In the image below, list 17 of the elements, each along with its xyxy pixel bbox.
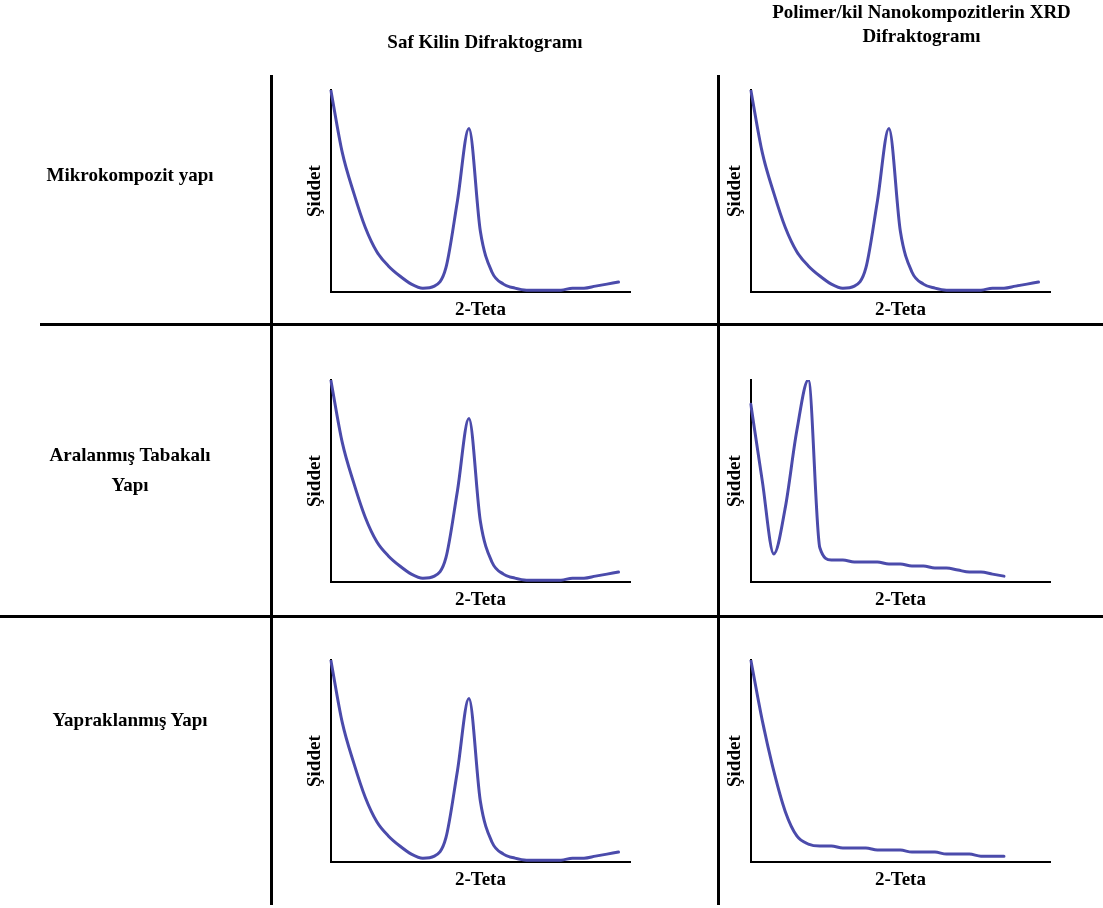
text: Mikrokompozit yapı: [45, 163, 215, 187]
x-axis-title: 2-Teta: [874, 867, 927, 889]
y-axis-title: Şiddet: [723, 164, 745, 217]
text: Yapraklanmış Yapı: [51, 708, 209, 732]
chart-title: Saf Kilin Difraktogramı: [386, 30, 584, 54]
y-axis-title: Şiddet: [303, 454, 325, 507]
x-axis-title: 2-Teta: [454, 867, 507, 889]
text: Aralanmış Tabakalı Yapı: [48, 443, 212, 497]
x-axis-title: 2-Teta: [454, 297, 507, 319]
y-axis-title: Şiddet: [723, 454, 745, 507]
chart-title: Polimer/kil Nanokompozitlerin XRD Difraktogramı: [771, 0, 1072, 48]
x-axis-title: 2-Teta: [874, 587, 927, 609]
x-axis-title: 2-Teta: [454, 587, 507, 609]
x-axis-title: 2-Teta: [874, 297, 927, 319]
y-axis-title: Şiddet: [303, 164, 325, 217]
y-axis-title: Şiddet: [303, 734, 325, 787]
y-axis-title: Şiddet: [723, 734, 745, 787]
